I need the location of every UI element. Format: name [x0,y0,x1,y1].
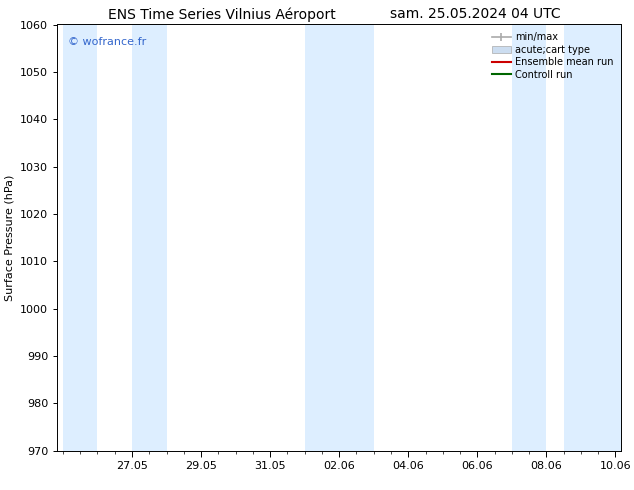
Bar [305,24,373,451]
Bar [564,24,621,451]
Y-axis label: Surface Pressure (hPa): Surface Pressure (hPa) [4,174,15,301]
Bar [512,24,547,451]
Bar [63,24,98,451]
Text: sam. 25.05.2024 04 UTC: sam. 25.05.2024 04 UTC [390,7,561,22]
Text: ENS Time Series Vilnius Aéroport: ENS Time Series Vilnius Aéroport [108,7,336,22]
Text: © wofrance.fr: © wofrance.fr [68,37,146,48]
Bar [132,24,167,451]
Legend: min/max, acute;cart type, Ensemble mean run, Controll run: min/max, acute;cart type, Ensemble mean … [489,29,616,82]
